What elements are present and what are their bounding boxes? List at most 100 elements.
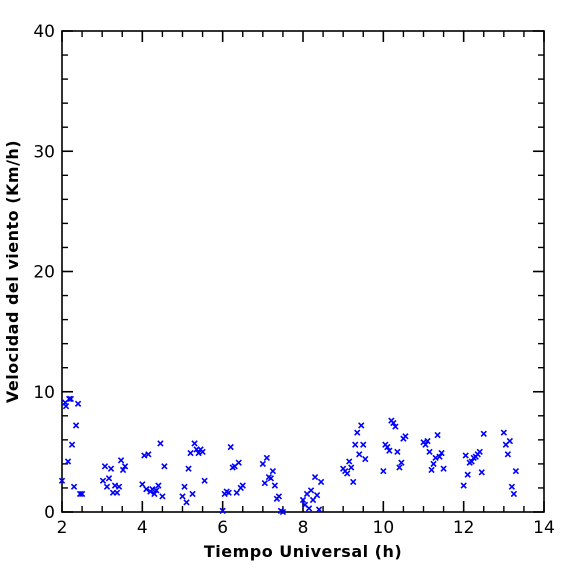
x-marker bbox=[348, 464, 355, 471]
x-marker bbox=[315, 506, 323, 513]
data-point bbox=[354, 429, 361, 436]
x-marker bbox=[70, 483, 78, 490]
data-point bbox=[181, 483, 188, 490]
x-marker bbox=[384, 443, 391, 451]
data-point bbox=[317, 478, 325, 486]
data-point bbox=[476, 448, 483, 456]
data-point bbox=[394, 448, 401, 456]
x-marker bbox=[121, 463, 129, 470]
x-axis-title: Tiempo Universal (h) bbox=[204, 542, 402, 561]
data-point bbox=[468, 458, 475, 465]
data-point bbox=[183, 499, 190, 506]
x-marker bbox=[313, 491, 321, 499]
y-tick-label: 40 bbox=[33, 22, 55, 42]
x-marker bbox=[179, 493, 186, 500]
data-point bbox=[219, 507, 226, 514]
data-point bbox=[70, 483, 78, 490]
data-point bbox=[191, 440, 198, 447]
x-marker bbox=[261, 479, 269, 487]
x-marker bbox=[143, 485, 150, 493]
data-point bbox=[269, 467, 277, 475]
x-marker bbox=[307, 487, 315, 494]
x-marker bbox=[426, 448, 433, 456]
data-point bbox=[380, 467, 387, 475]
x-marker bbox=[78, 490, 86, 498]
data-point bbox=[462, 452, 469, 459]
data-point bbox=[113, 489, 121, 496]
x-marker bbox=[155, 482, 162, 489]
data-point bbox=[305, 505, 313, 512]
x-marker bbox=[356, 451, 363, 458]
x-marker bbox=[362, 455, 369, 463]
data-point bbox=[386, 447, 393, 454]
x-marker bbox=[189, 490, 196, 498]
x-marker bbox=[267, 475, 275, 482]
x-marker bbox=[430, 460, 437, 468]
data-point bbox=[271, 482, 279, 489]
x-marker bbox=[432, 454, 439, 462]
x-marker bbox=[512, 467, 520, 475]
y-axis-title: Velocidad del viento (Km/h) bbox=[3, 140, 22, 403]
data-point bbox=[107, 465, 115, 472]
x-tick-label: 10 bbox=[373, 518, 395, 538]
x-marker bbox=[279, 508, 287, 516]
data-point bbox=[68, 441, 76, 448]
x-marker bbox=[305, 505, 313, 512]
data-point bbox=[105, 475, 113, 482]
axis-ticks bbox=[61, 30, 545, 513]
data-point bbox=[460, 482, 467, 489]
data-point bbox=[159, 493, 166, 500]
x-marker bbox=[428, 466, 435, 474]
x-marker bbox=[157, 440, 164, 447]
x-marker bbox=[145, 451, 152, 458]
x-marker bbox=[115, 483, 123, 490]
data-point bbox=[103, 483, 111, 490]
x-tick-label: 2 bbox=[57, 518, 68, 538]
data-point bbox=[356, 451, 363, 458]
data-point bbox=[311, 473, 319, 481]
x-marker bbox=[199, 448, 206, 456]
data-point bbox=[62, 403, 70, 410]
data-point bbox=[58, 477, 66, 484]
data-point bbox=[398, 459, 405, 466]
y-tick-label: 20 bbox=[33, 263, 55, 283]
data-point bbox=[74, 400, 82, 407]
data-point bbox=[145, 451, 152, 458]
x-marker bbox=[235, 459, 242, 466]
x-marker bbox=[508, 483, 516, 490]
x-marker bbox=[440, 465, 447, 472]
x-marker bbox=[506, 437, 514, 445]
data-point bbox=[279, 508, 287, 516]
x-tick-label: 6 bbox=[217, 518, 228, 538]
data-point bbox=[225, 489, 232, 496]
data-point bbox=[66, 395, 73, 403]
data-point bbox=[392, 423, 399, 430]
data-point bbox=[384, 443, 391, 451]
data-point bbox=[299, 496, 307, 504]
x-marker bbox=[239, 482, 246, 489]
x-marker bbox=[68, 441, 76, 448]
data-point bbox=[101, 463, 109, 470]
data-point bbox=[227, 443, 234, 451]
x-tick-label: 8 bbox=[298, 518, 309, 538]
x-marker bbox=[195, 449, 202, 457]
x-marker bbox=[358, 422, 365, 429]
data-point bbox=[187, 449, 194, 457]
x-marker bbox=[181, 483, 188, 490]
x-marker bbox=[392, 423, 399, 430]
data-point bbox=[143, 485, 150, 493]
data-point bbox=[402, 433, 409, 440]
x-marker bbox=[464, 471, 471, 478]
data-point bbox=[464, 471, 471, 478]
data-point bbox=[64, 458, 72, 465]
data-point bbox=[115, 483, 123, 490]
x-marker bbox=[66, 395, 73, 403]
x-marker bbox=[187, 449, 194, 457]
data-point bbox=[432, 454, 439, 462]
data-point bbox=[396, 464, 403, 471]
data-point bbox=[352, 441, 359, 448]
x-marker bbox=[263, 454, 271, 462]
x-marker bbox=[480, 430, 487, 438]
